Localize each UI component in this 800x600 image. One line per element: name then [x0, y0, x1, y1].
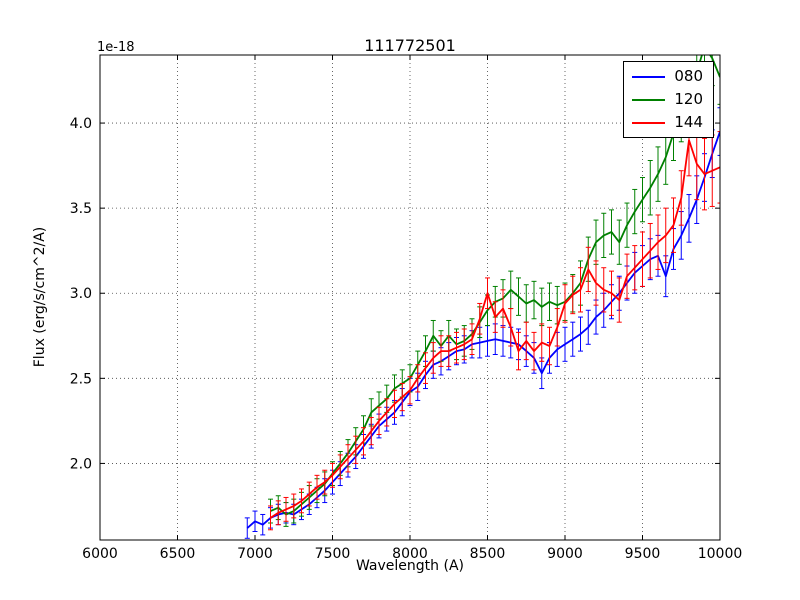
series-080 [244, 107, 720, 539]
line-080 [246, 131, 720, 529]
x-tick-label: 8500 [470, 546, 506, 562]
y-tick-label: 2.0 [70, 456, 92, 472]
legend-line-sample-120 [632, 98, 666, 101]
tick-marks [99, 55, 721, 540]
plot-title: 111772501 [364, 36, 456, 55]
legend-entry-144: 144 [632, 113, 703, 132]
legend-label-144: 144 [674, 113, 703, 131]
x-axis-label: Wavelength (A) [355, 558, 464, 574]
x-tick-label: 9500 [625, 546, 661, 562]
legend-box: 080 120 144 [623, 61, 714, 138]
y-tick-label: 3.5 [70, 201, 92, 217]
x-tick-label: 6000 [82, 546, 118, 562]
legend-entry-120: 120 [632, 90, 703, 109]
legend-line-sample-144 [632, 121, 666, 124]
y-tick-label: 3.0 [70, 286, 92, 302]
x-tick-label: 10000 [698, 546, 743, 562]
errorbars-080 [244, 107, 720, 539]
x-tick-label: 9000 [547, 546, 583, 562]
y-axis-label: Flux (erg/s/cm^2/A) [32, 226, 48, 368]
y-axis-offset-text: 1e-18 [97, 40, 135, 55]
x-tick-label: 7000 [237, 546, 273, 562]
y-tick-label: 4.0 [70, 116, 92, 132]
line-144 [270, 139, 720, 519]
y-tick-label: 2.5 [70, 371, 92, 387]
series-144 [268, 103, 720, 531]
legend-label-080: 080 [674, 67, 703, 85]
x-tick-label: 7500 [315, 546, 351, 562]
legend-label-120: 120 [674, 90, 703, 108]
x-tick-label: 6500 [160, 546, 196, 562]
x-tick-label: 8000 [392, 546, 428, 562]
legend-line-sample-080 [632, 75, 666, 78]
tick-labels: 6000 6500 7000 7500 8000 8500 9000 9500 10000 2.0… [70, 116, 743, 562]
legend-entry-080: 080 [632, 67, 703, 86]
